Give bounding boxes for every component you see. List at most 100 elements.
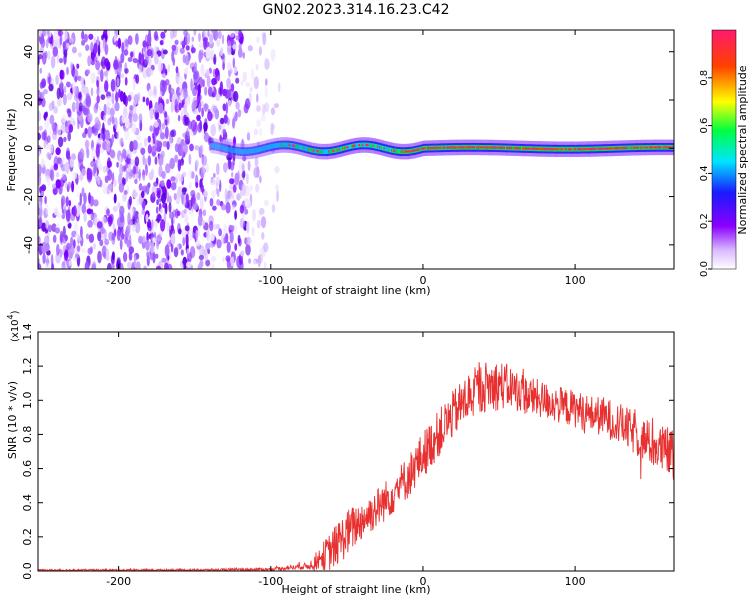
noise-blob <box>243 103 249 114</box>
signal-halo <box>235 143 238 159</box>
noise-blob <box>255 183 260 193</box>
noise-blob <box>192 202 199 211</box>
noise-blob <box>154 101 160 113</box>
noise-blob <box>67 131 71 142</box>
signal-halo <box>237 143 240 160</box>
noise-blob <box>216 199 221 206</box>
noise-blob <box>85 44 90 51</box>
noise-blob <box>199 144 204 155</box>
noise-blob <box>149 125 153 132</box>
noise-blob <box>277 82 281 93</box>
snr-x-axis-label: Height of straight line (km) <box>281 583 430 596</box>
noise-blob <box>131 123 137 134</box>
signal-inner <box>238 149 241 154</box>
signal-inner <box>299 144 302 150</box>
noise-blob <box>70 236 74 248</box>
noise-blob <box>170 182 177 191</box>
noise-blob <box>74 75 78 83</box>
noise-blob <box>245 243 251 256</box>
noise-blob <box>157 60 164 72</box>
noise-blob <box>202 79 205 88</box>
signal-outer <box>217 142 220 151</box>
noise-blob <box>213 56 216 65</box>
noise-blob <box>160 219 166 232</box>
noise-blob <box>184 67 189 75</box>
noise-blob <box>106 91 112 98</box>
snr-frame <box>37 331 675 572</box>
noise-blob <box>232 44 238 50</box>
noise-blob <box>61 114 67 124</box>
noise-blob <box>103 70 109 77</box>
noise-blob <box>47 72 50 78</box>
snr-ticks: -200 -100 0 100 0.0 0.2 0.4 0.6 0.8 1.0 1.2 1.4 <box>21 323 674 588</box>
noise-blob <box>107 107 111 116</box>
noise-blob <box>138 64 143 74</box>
signal-halo <box>212 137 215 154</box>
noise-blob <box>81 83 86 94</box>
signal-inner <box>311 147 314 153</box>
noise-blob <box>208 33 214 43</box>
noise-blob <box>113 178 117 187</box>
signal-inner <box>245 149 248 154</box>
noise-blob <box>39 67 43 74</box>
y-tick-label: 0.4 <box>21 494 34 512</box>
noise-blob <box>107 30 111 39</box>
y-tick-label: 40 <box>22 45 35 59</box>
noise-blob <box>132 58 139 64</box>
noise-blob <box>189 182 192 189</box>
noise-blob <box>132 165 137 175</box>
noise-blob <box>119 90 124 102</box>
noise-blob <box>261 232 265 240</box>
noise-blob <box>42 253 46 264</box>
noise-blob <box>241 172 245 178</box>
noise-blob <box>219 117 225 125</box>
signal-outer <box>225 144 228 154</box>
noise-blob <box>256 119 262 128</box>
signal-outer <box>238 147 241 156</box>
signal-inner <box>278 142 281 148</box>
noise-blob <box>145 213 149 223</box>
noise-blob <box>66 93 73 101</box>
noise-blob <box>61 198 64 211</box>
noise-blob <box>188 153 192 165</box>
noise-blob <box>56 124 62 137</box>
signal-inner <box>378 144 381 150</box>
signal-core <box>646 146 649 149</box>
signal-inner <box>218 144 221 150</box>
noise-blob <box>174 143 179 153</box>
noise-blob <box>239 204 245 214</box>
noise-blob <box>159 208 163 214</box>
noise-blob <box>89 213 94 220</box>
noise-blob <box>182 114 188 126</box>
noise-blob <box>241 138 244 150</box>
signal-halo <box>234 143 237 159</box>
noise-blob <box>136 135 141 141</box>
noise-blob <box>223 137 230 147</box>
noise-blob <box>115 85 118 93</box>
noise-blob <box>84 127 88 135</box>
signal-core <box>532 147 535 150</box>
noise-blob <box>221 34 225 45</box>
noise-blob <box>150 227 156 233</box>
noise-blob <box>97 44 101 57</box>
signal-halo <box>249 143 252 160</box>
noise-blob <box>208 144 212 151</box>
noise-blob <box>119 214 125 223</box>
spectrogram-y-axis-label: Frequency (Hz) <box>5 109 18 192</box>
noise-blob <box>228 99 232 107</box>
signal-inner <box>334 148 337 153</box>
signal-halo <box>220 139 223 156</box>
noise-blob <box>192 87 198 97</box>
noise-blob <box>69 158 74 168</box>
noise-blob <box>264 199 269 207</box>
signal-core <box>524 147 527 150</box>
noise-blob <box>233 65 238 74</box>
signal-halo <box>218 139 221 155</box>
noise-blob <box>234 210 238 220</box>
noise-blob <box>76 63 80 69</box>
noise-blob <box>260 216 267 229</box>
signal-core <box>630 146 633 149</box>
noise-blob <box>112 222 116 231</box>
signal-core <box>564 148 567 151</box>
noise-blob <box>160 132 165 140</box>
